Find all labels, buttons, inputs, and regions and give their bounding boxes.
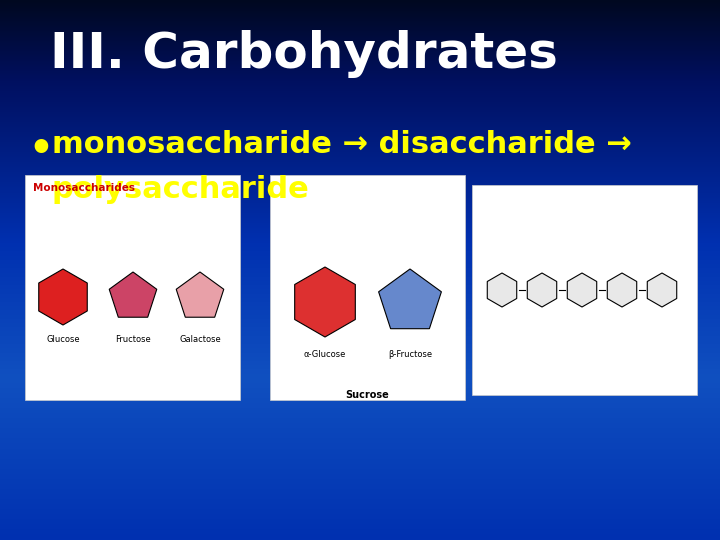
FancyBboxPatch shape bbox=[472, 185, 697, 395]
Text: Monosaccharides: Monosaccharides bbox=[33, 183, 135, 193]
Polygon shape bbox=[527, 273, 557, 307]
Polygon shape bbox=[379, 269, 441, 329]
Text: Galactose: Galactose bbox=[179, 335, 221, 344]
Polygon shape bbox=[487, 273, 517, 307]
Polygon shape bbox=[607, 273, 636, 307]
Text: polysaccharide: polysaccharide bbox=[52, 175, 310, 204]
Polygon shape bbox=[567, 273, 597, 307]
Text: β-Fructose: β-Fructose bbox=[388, 350, 432, 359]
Polygon shape bbox=[176, 272, 224, 317]
Text: monosaccharide → disaccharide →: monosaccharide → disaccharide → bbox=[52, 130, 631, 159]
Text: Fructose: Fructose bbox=[115, 335, 151, 344]
Polygon shape bbox=[294, 267, 355, 337]
Text: α-Glucose: α-Glucose bbox=[304, 350, 346, 359]
Text: III. Carbohydrates: III. Carbohydrates bbox=[50, 30, 558, 78]
Text: •: • bbox=[28, 130, 53, 168]
FancyBboxPatch shape bbox=[25, 175, 240, 400]
Polygon shape bbox=[647, 273, 677, 307]
Text: Glucose: Glucose bbox=[46, 335, 80, 344]
Text: Sucrose: Sucrose bbox=[345, 390, 389, 400]
FancyBboxPatch shape bbox=[270, 175, 465, 400]
Polygon shape bbox=[109, 272, 157, 317]
Polygon shape bbox=[39, 269, 87, 325]
